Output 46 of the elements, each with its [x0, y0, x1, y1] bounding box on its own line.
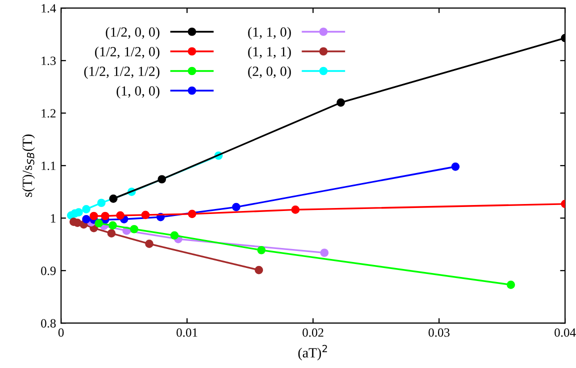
point — [97, 198, 106, 208]
point — [108, 221, 117, 230]
legend-label: (1/2, 1/2, 1/2) — [84, 66, 160, 79]
point — [232, 202, 240, 212]
point — [506, 280, 516, 289]
x-tick-label: 0.01 — [176, 328, 198, 337]
point — [100, 212, 110, 220]
point — [145, 240, 154, 248]
point — [107, 229, 116, 238]
point — [74, 208, 83, 216]
point — [82, 205, 90, 214]
point — [188, 210, 196, 218]
y-tick-label: 1.2 — [42, 109, 56, 118]
y-tick-label: 1 — [51, 214, 56, 222]
x-tick-label: 0.03 — [428, 328, 450, 337]
point — [90, 212, 98, 220]
point — [451, 162, 460, 171]
legend-label: (1/2, 1/2, 0) — [95, 46, 160, 60]
y-axis-title: s(T)/s$_{SB}$(T) — [22, 134, 35, 197]
y-tick-label: 1.3 — [42, 56, 56, 66]
point — [82, 214, 90, 224]
point — [336, 98, 345, 107]
point — [254, 266, 264, 274]
point — [257, 246, 266, 254]
point — [158, 175, 166, 184]
point — [116, 211, 124, 220]
point — [130, 224, 138, 234]
x-tick-label: 0 — [58, 328, 64, 337]
legend-label: (1, 0, 0) — [116, 86, 160, 98]
point — [141, 210, 150, 220]
y-tick-label: 0.8 — [41, 319, 56, 328]
point — [170, 231, 179, 240]
legend-label: (1, 1, 0) — [248, 26, 291, 40]
x-axis-title: (aT)$^{2}$ — [298, 344, 327, 360]
point — [291, 206, 300, 214]
legend-label: (2, 0, 0) — [248, 66, 291, 79]
y-tick-label: 1.4 — [42, 4, 56, 13]
point — [109, 194, 118, 203]
legend-label: (1, 1, 1) — [248, 46, 291, 60]
x-tick-label: 0.04 — [554, 328, 576, 337]
y-tick-label: 0.9 — [41, 266, 56, 276]
y-tick-label: 1.1 — [42, 162, 56, 170]
legend-label: (1/2, 0, 0) — [106, 26, 160, 40]
x-tick-label: 0.02 — [302, 328, 324, 337]
point — [94, 219, 104, 228]
point — [320, 248, 329, 257]
